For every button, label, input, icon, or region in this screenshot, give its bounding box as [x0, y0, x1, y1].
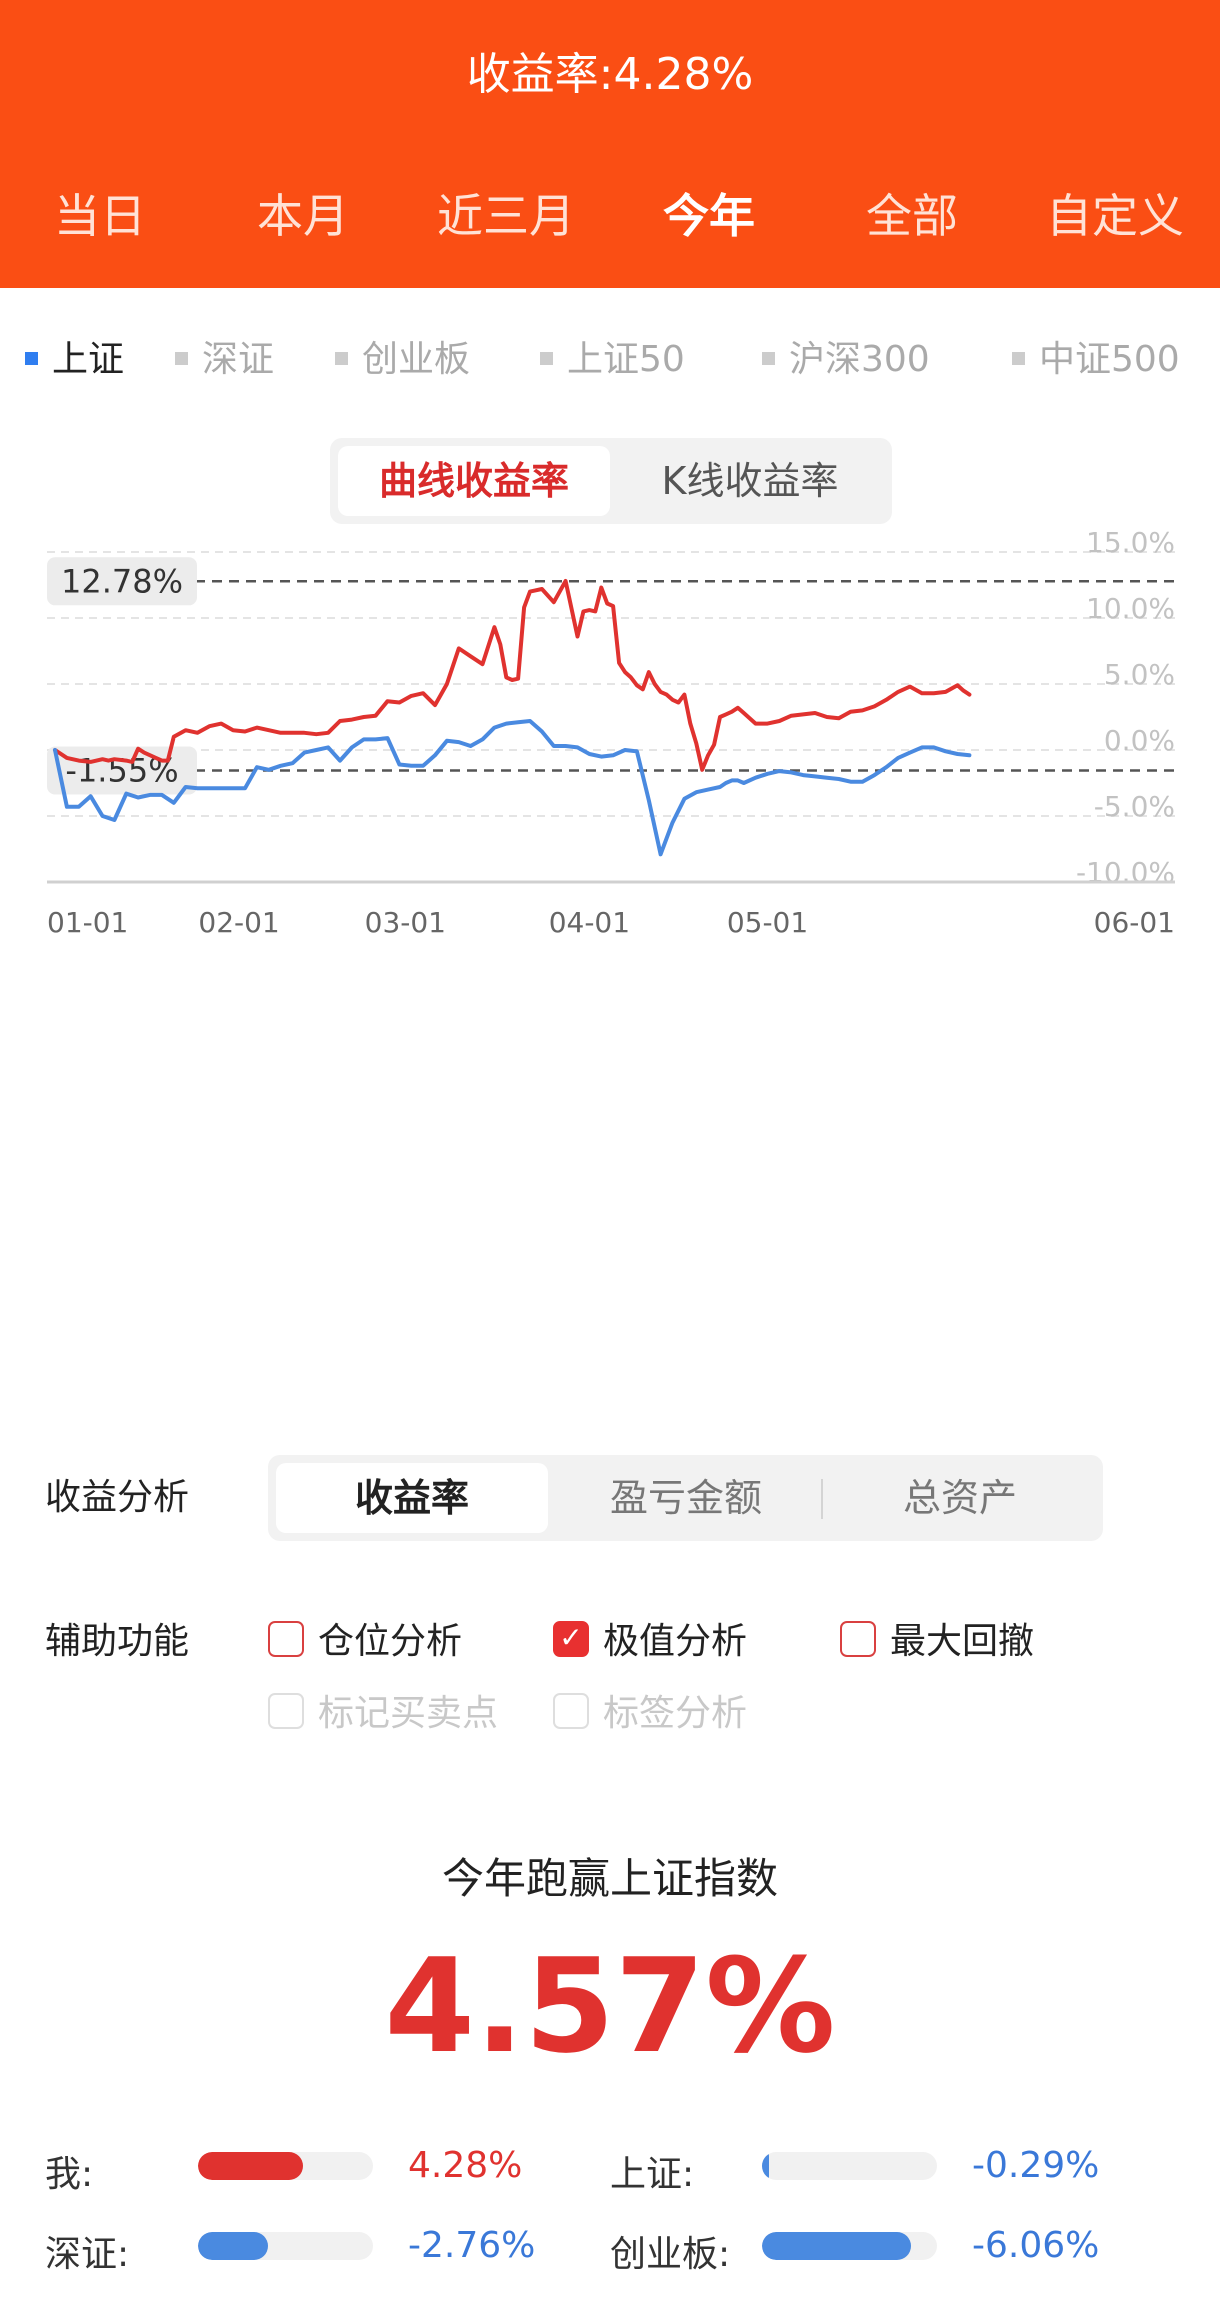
extreme-analysis-checkbox[interactable]: ✓ 极值分析	[553, 1612, 747, 1664]
chinext-return-value: -6.06%	[972, 2225, 1100, 2266]
index-label: 上证	[52, 339, 125, 380]
x-tick-label: 06-01	[1094, 906, 1175, 939]
y-tick-label: 0.0%	[1104, 724, 1175, 757]
x-tick-label: 02-01	[198, 906, 279, 939]
my-return-label: 我:	[45, 2154, 94, 2195]
legend-dot	[335, 351, 348, 365]
index-label: 中证500	[1039, 339, 1180, 380]
my-return-value: 4.28%	[408, 2145, 523, 2186]
my-return-line	[53, 579, 972, 772]
extreme-value-label: 12.78%	[61, 562, 183, 600]
tab-this-year[interactable]: 今年	[663, 189, 755, 243]
return-chart: 15.0% 10.0% 5.0% 0.0% -5.0% -10.0% 01-01 02-01 0…	[0, 526, 1220, 1390]
legend-dot	[25, 351, 38, 365]
index-selector: 上证 深证 创业板 上证50 沪深300 中证500	[0, 330, 1220, 380]
x-tick-label: 03-01	[365, 906, 446, 939]
tab-all[interactable]: 全部	[866, 189, 958, 243]
chinext-return-bar	[762, 2232, 937, 2260]
x-tick-label: 04-01	[549, 906, 630, 939]
analysis-label: 收益分析	[45, 1477, 190, 1518]
index-label: 创业板	[362, 339, 471, 380]
bar-fill	[762, 2152, 769, 2180]
tag-analysis-checkbox: 标签分析	[553, 1684, 747, 1736]
aux-label: 辅助功能	[45, 1621, 190, 1662]
index-return-line	[53, 719, 972, 857]
beat-index-title: 今年跑赢上证指数	[441, 1854, 778, 1903]
y-tick-label: -10.0%	[1076, 856, 1175, 889]
index-sse[interactable]: 上证	[25, 330, 124, 382]
y-tick-label: 15.0%	[1086, 530, 1175, 559]
szse-return-label: 深证:	[45, 2234, 130, 2275]
legend-dot	[1012, 351, 1025, 365]
checkbox-box	[268, 1693, 304, 1729]
tab-custom[interactable]: 自定义	[1046, 189, 1184, 243]
bar-fill	[198, 2232, 268, 2260]
return-rate-option[interactable]: 收益率	[276, 1463, 548, 1533]
return-rate-title: 收益率:4.28%	[466, 49, 754, 100]
mark-trades-checkbox: 标记买卖点	[268, 1684, 498, 1736]
total-assets-option[interactable]: 总资产	[902, 1476, 1017, 1520]
beat-index-value: 4.57%	[384, 1930, 836, 2082]
checkbox-label: 仓位分析	[318, 1621, 463, 1662]
chinext-return-label: 创业板:	[610, 2234, 731, 2275]
bar-fill	[762, 2232, 911, 2260]
my-return-bar	[198, 2152, 373, 2180]
y-tick-label: 5.0%	[1104, 658, 1175, 691]
szse-return-bar	[198, 2232, 373, 2260]
header-bar: 收益率:4.28% 当日 本月 近三月 今年 全部 自定义	[0, 0, 1220, 288]
index-label: 上证50	[567, 339, 685, 380]
checkbox-label: 极值分析	[603, 1621, 748, 1662]
index-csi300[interactable]: 沪深300	[762, 330, 930, 382]
bar-fill	[198, 2152, 303, 2180]
checkmark-icon: ✓	[553, 1621, 589, 1657]
position-analysis-checkbox[interactable]: 仓位分析	[268, 1612, 462, 1664]
extreme-value-badge	[47, 557, 197, 606]
x-tick-label: 01-01	[47, 906, 128, 939]
checkbox-box	[553, 1693, 589, 1729]
checkbox-label: 标记买卖点	[318, 1693, 499, 1734]
index-sse50[interactable]: 上证50	[540, 330, 685, 382]
tab-this-month[interactable]: 本月	[257, 189, 349, 243]
index-chinext[interactable]: 创业板	[335, 330, 470, 382]
chart-mode-toggle: 曲线收益率 K线收益率	[330, 438, 892, 524]
index-label: 沪深300	[789, 339, 930, 380]
checkbox-box	[268, 1621, 304, 1657]
kline-return-button[interactable]: K线收益率	[661, 459, 839, 503]
sse-return-bar	[762, 2152, 937, 2180]
curve-return-button[interactable]: 曲线收益率	[338, 446, 610, 516]
x-tick-label: 05-01	[727, 906, 808, 939]
szse-return-value: -2.76%	[408, 2225, 536, 2266]
checkbox-label: 最大回撤	[890, 1621, 1035, 1662]
checkbox-label: 标签分析	[603, 1693, 748, 1734]
legend-dot	[175, 351, 188, 365]
profit-loss-option[interactable]: 盈亏金额	[609, 1476, 762, 1520]
legend-dot	[540, 351, 553, 365]
index-szse[interactable]: 深证	[175, 330, 274, 382]
period-tabs: 当日 本月 近三月 今年 全部 自定义	[0, 180, 1220, 260]
divider	[821, 1479, 823, 1519]
y-tick-label: 10.0%	[1086, 592, 1175, 625]
sse-return-label: 上证:	[610, 2154, 695, 2195]
tab-last-three-months[interactable]: 近三月	[437, 189, 575, 243]
tab-today[interactable]: 当日	[54, 189, 146, 243]
legend-dot	[762, 351, 775, 365]
return-chart-svg: 15.0% 10.0% 5.0% 0.0% -5.0% -10.0% 01-01 02-01 0…	[47, 526, 1175, 939]
sse-return-value: -0.29%	[972, 2145, 1100, 2186]
checkbox-box	[840, 1621, 876, 1657]
index-label: 深证	[202, 339, 275, 380]
max-drawdown-checkbox[interactable]: 最大回撤	[840, 1612, 1034, 1664]
index-csi500[interactable]: 中证500	[1012, 330, 1180, 382]
y-tick-label: -5.0%	[1094, 790, 1175, 823]
analysis-toggle: 收益率 盈亏金额 总资产	[268, 1455, 1103, 1541]
extreme-value-label: -1.55%	[65, 751, 178, 789]
